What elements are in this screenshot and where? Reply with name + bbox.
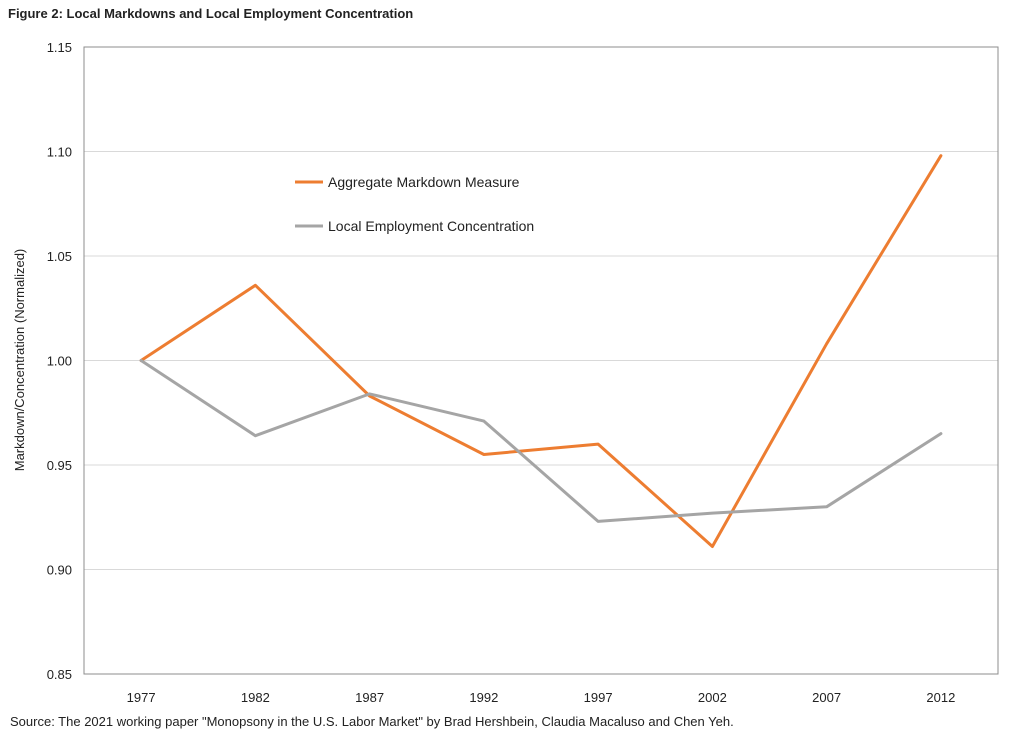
x-tick-label: 1987: [355, 690, 384, 705]
series-lines: [139, 154, 943, 548]
y-tick-label: 0.85: [47, 667, 72, 682]
y-tick-label: 0.95: [47, 458, 72, 473]
legend-label-0: Aggregate Markdown Measure: [328, 174, 520, 190]
y-axis-ticks: 0.85 0.90 0.95 1.00 1.05 1.10 1.15: [47, 40, 72, 682]
legend-label-1: Local Employment Concentration: [328, 218, 534, 234]
x-tick-label: 2002: [698, 690, 727, 705]
plot-area-frame: [83, 46, 999, 675]
y-tick-label: 1.00: [47, 354, 72, 369]
y-tick-label: 1.05: [47, 249, 72, 264]
y-tick-label: 1.15: [47, 40, 72, 55]
x-tick-label: 1977: [127, 690, 156, 705]
figure-title: Figure 2: Local Markdowns and Local Empl…: [8, 6, 414, 21]
y-tick-label: 0.90: [47, 563, 72, 578]
x-axis-ticks: 1977 1982 1987 1992 1997 2002 2007 2012: [127, 690, 956, 705]
series-line-1: [139, 359, 943, 523]
legend: Aggregate Markdown Measure Local Employme…: [295, 174, 534, 234]
x-tick-label: 1992: [469, 690, 498, 705]
source-note: Source: The 2021 working paper "Monopson…: [10, 714, 734, 729]
x-tick-label: 2012: [926, 690, 955, 705]
gridlines: [84, 151, 998, 570]
x-tick-label: 1997: [584, 690, 613, 705]
y-axis-label: Markdown/Concentration (Normalized): [12, 249, 27, 472]
x-tick-label: 2007: [812, 690, 841, 705]
y-tick-label: 1.10: [47, 145, 72, 160]
x-tick-label: 1982: [241, 690, 270, 705]
series-line-0: [139, 154, 943, 548]
